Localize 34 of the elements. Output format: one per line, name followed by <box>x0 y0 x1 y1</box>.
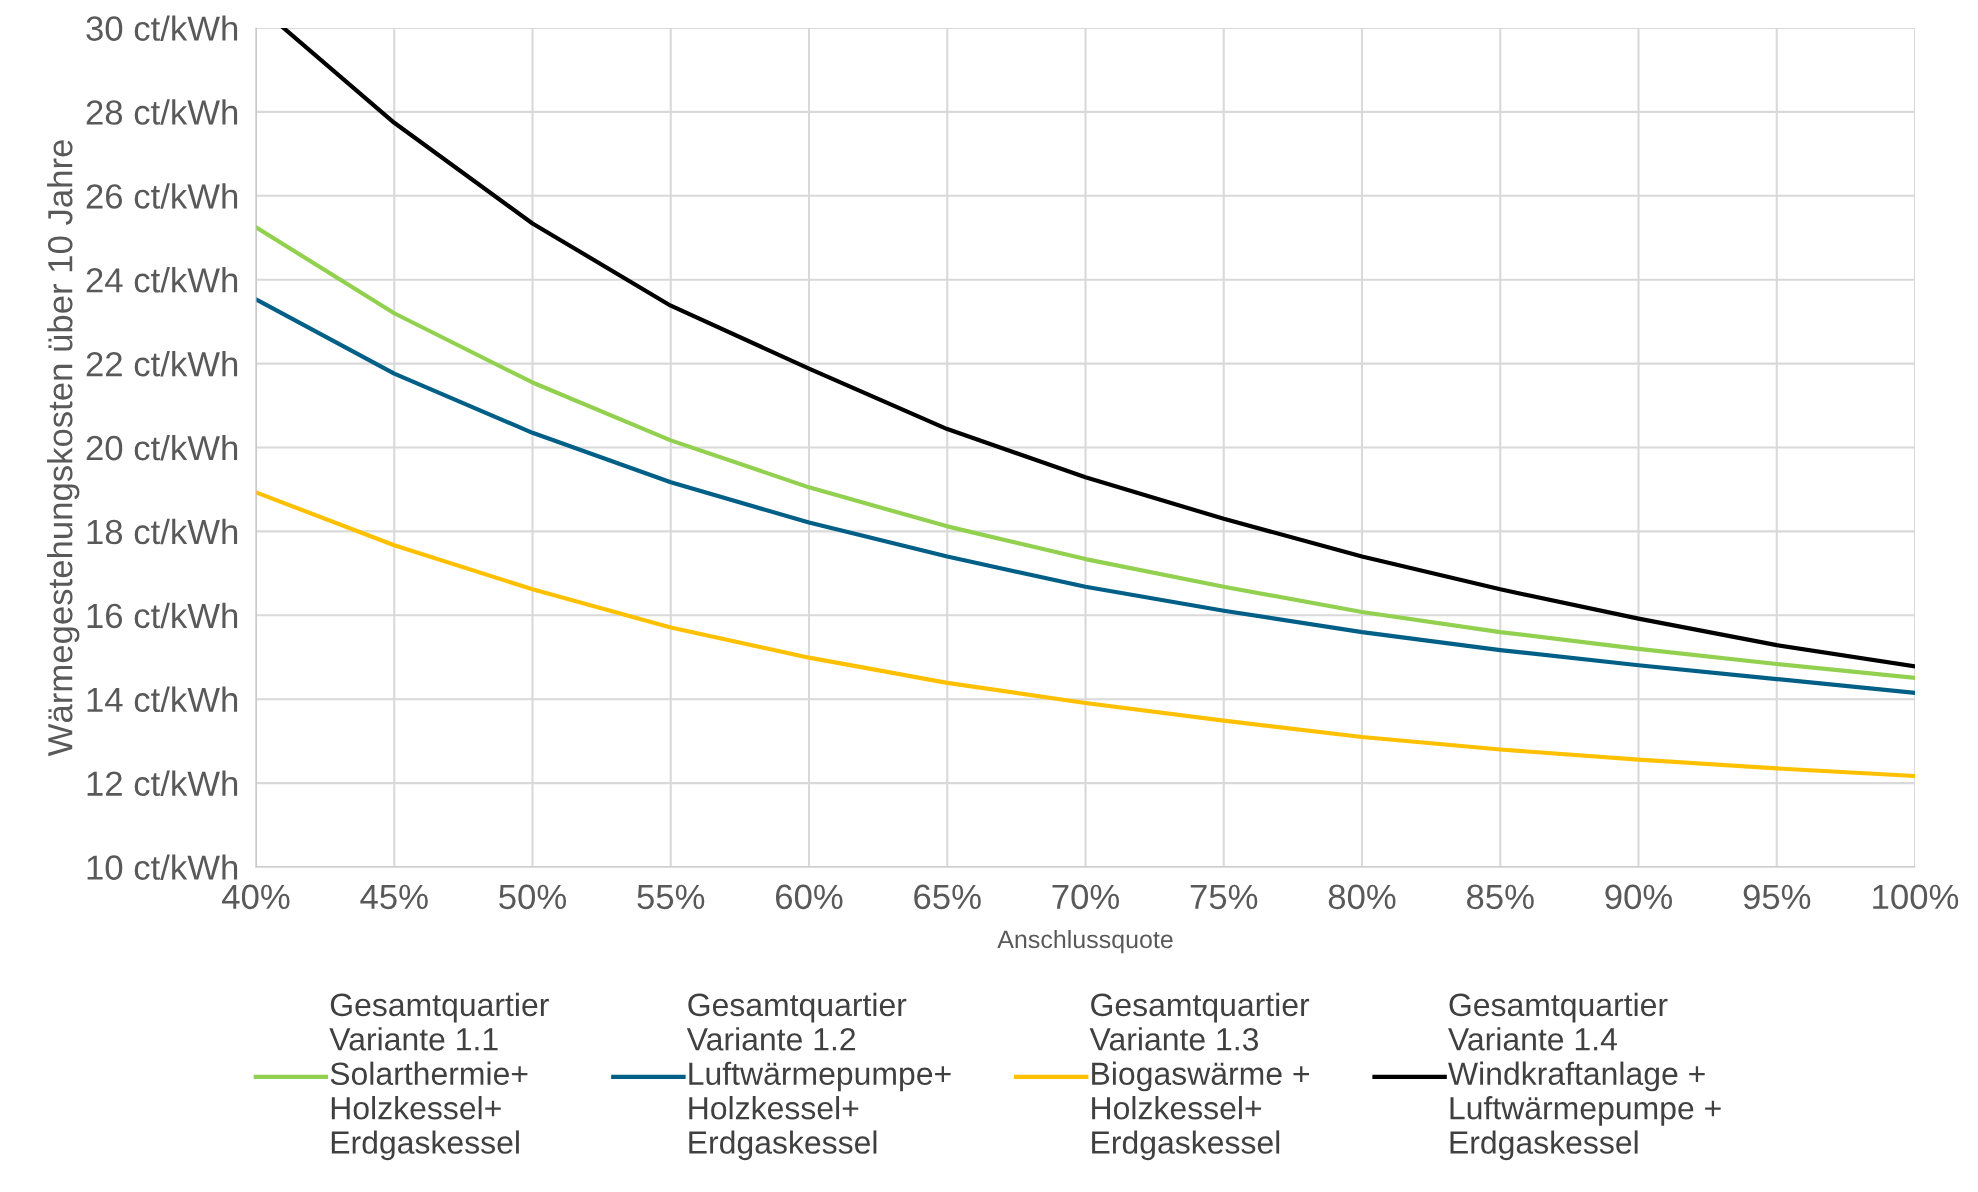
y-tick-label: 24 ct/kWh <box>86 267 238 293</box>
x-tick-label: 100% <box>1873 884 1959 910</box>
line-series <box>256 225 1915 680</box>
x-tick-label: 40% <box>222 884 290 910</box>
y-tick-label: 16 ct/kWh <box>87 602 238 629</box>
line-series <box>256 490 1915 779</box>
legend-label: Gesamtquartier Variante 1.4 Windkraftanlage + Luftwärmepumpe + Erdgaskessel <box>1448 992 1721 1161</box>
x-tick-label: 55% <box>637 884 705 910</box>
x-tick-label: 75% <box>1190 884 1258 910</box>
y-tick-label: 26 ct/kWh <box>86 183 238 209</box>
x-tick-label: 85% <box>1467 884 1534 910</box>
y-tick-label: 12 ct/kWh <box>87 770 238 797</box>
x-tick-label: 70% <box>1052 884 1120 910</box>
y-axis-title: Wärmegestehungskosten über 10 Jahre <box>47 140 80 757</box>
y-tick-label: 14 ct/kWh <box>87 686 238 713</box>
line-series <box>256 297 1915 695</box>
y-tick-label: 30 ct/kWh <box>86 15 238 41</box>
legend-label: Gesamtquartier Variante 1.2 Luftwärmepumpe+ Holzkessel+ Erdgaskessel <box>686 992 951 1161</box>
legend-label: Gesamtquartier Variante 1.1 Solarthermie+ Holzkessel+ Erdgaskessel <box>329 992 549 1161</box>
y-tick-label: 18 ct/kWh <box>87 518 238 545</box>
y-tick-label: 28 ct/kWh <box>86 99 238 125</box>
legend-label: Gesamtquartier Variante 1.3 Biogaswärme + Holzkessel+ Erdgaskessel <box>1089 992 1310 1161</box>
x-tick-label: 50% <box>499 884 567 910</box>
line-series <box>281 28 1915 669</box>
x-tick-label: 80% <box>1328 884 1396 910</box>
x-tick-label: 60% <box>776 884 843 910</box>
x-tick-label: 95% <box>1743 884 1811 910</box>
x-tick-label: 65% <box>914 884 981 910</box>
y-tick-label: 22 ct/kWh <box>86 351 238 377</box>
y-tick-label: 10 ct/kWh <box>87 854 238 880</box>
x-tick-label: 90% <box>1605 884 1673 910</box>
x-tick-label: 45% <box>360 884 428 910</box>
y-tick-label: 20 ct/kWh <box>86 434 238 461</box>
x-axis-title: Anschlussquote <box>997 929 1173 954</box>
